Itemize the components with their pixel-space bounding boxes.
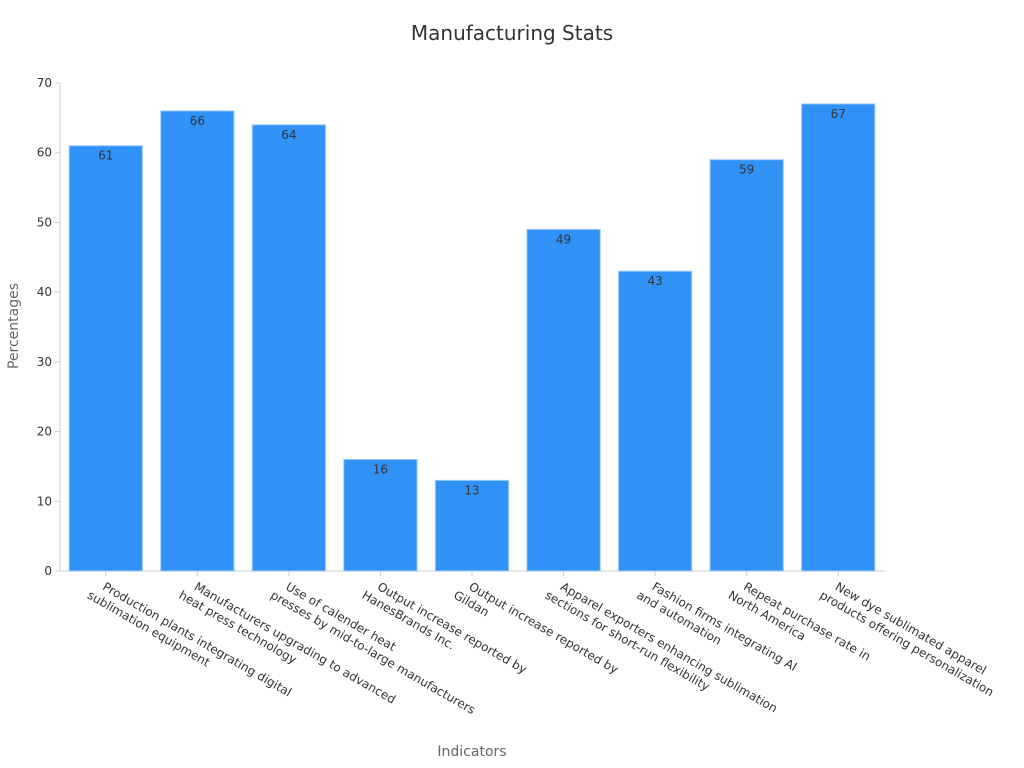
bar[interactable] <box>617 270 693 572</box>
bar[interactable] <box>68 145 143 572</box>
y-ticks: 0 10 20 30 40 50 60 70 <box>37 76 60 578</box>
data-label: 61 <box>98 149 113 163</box>
x-ticks: Production plants integrating digitalsub… <box>85 571 996 717</box>
y-axis-title: Percentages <box>6 283 22 369</box>
data-label: 13 <box>464 483 479 497</box>
bar[interactable] <box>160 110 235 572</box>
x-tick-label: Output increase reported byGildan <box>451 575 621 690</box>
data-label: 43 <box>647 274 662 288</box>
y-tick-label: 30 <box>37 355 52 369</box>
data-label: 67 <box>831 107 846 121</box>
data-label: 66 <box>190 114 205 128</box>
y-tick-label: 60 <box>37 146 52 160</box>
data-label: 49 <box>556 232 571 246</box>
bar[interactable] <box>801 103 876 572</box>
data-labels: 61 66 64 16 13 49 43 59 67 <box>98 107 846 497</box>
y-tick-label: 50 <box>37 215 52 229</box>
y-tick-label: 20 <box>37 425 52 439</box>
bar[interactable] <box>251 124 327 572</box>
data-label: 16 <box>373 462 388 476</box>
x-tick-label: Output increase reported byHanesBrands I… <box>360 575 530 690</box>
data-label: 59 <box>739 163 754 177</box>
bar[interactable] <box>434 479 510 572</box>
y-tick-label: 70 <box>37 76 52 90</box>
data-label: 64 <box>281 128 296 142</box>
y-tick-label: 40 <box>37 285 52 299</box>
bar[interactable] <box>526 228 601 572</box>
y-tick-label: 10 <box>37 494 52 508</box>
bar[interactable] <box>709 159 784 572</box>
x-axis-title: Indicators <box>437 744 506 760</box>
chart-title: Manufacturing Stats <box>411 21 613 45</box>
bar[interactable] <box>343 458 418 572</box>
y-tick-label: 0 <box>44 564 52 578</box>
